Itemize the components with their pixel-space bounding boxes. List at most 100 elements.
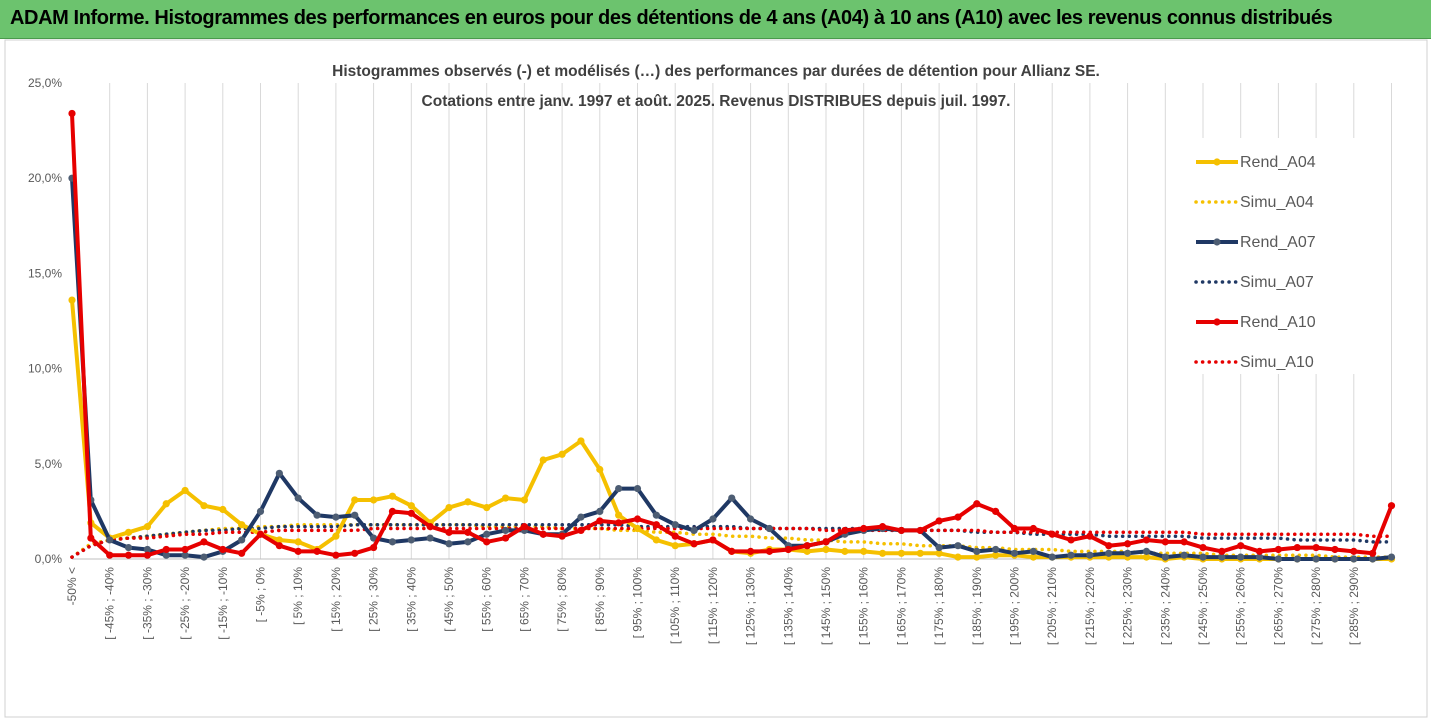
data-point <box>954 553 962 561</box>
data-point <box>332 551 340 559</box>
data-point <box>1331 545 1339 554</box>
x-tick-label: [ -45% ; -40% <box>103 567 117 640</box>
x-tick-label: [ 115% ; 120% <box>706 567 720 644</box>
data-point <box>671 532 679 540</box>
chart-title-line1: Histogrammes observés (-) et modélisés (… <box>332 63 1100 80</box>
data-point <box>577 526 585 535</box>
data-point <box>1293 543 1301 552</box>
data-point <box>841 526 849 535</box>
data-point <box>1274 545 1282 554</box>
legend-item: Simu_A10 <box>1194 354 1314 371</box>
x-tick-label: [ 55% ; 60% <box>480 567 494 632</box>
data-point <box>1142 536 1151 544</box>
data-point <box>200 553 208 561</box>
data-point <box>1350 555 1358 563</box>
data-point <box>935 543 943 552</box>
x-tick-label: [ 65% ; 70% <box>517 567 531 632</box>
series-line <box>70 526 1394 559</box>
data-point <box>332 532 340 540</box>
data-point <box>181 545 189 554</box>
data-point <box>313 547 321 555</box>
legend-label: Rend_A04 <box>1240 154 1316 171</box>
data-point <box>954 542 962 550</box>
data-point <box>351 496 359 504</box>
report-header-banner: ADAM Informe. Histogrammes des performan… <box>0 0 1431 39</box>
data-point <box>1312 543 1320 552</box>
chart-area: 0,0% 5,0% 10,0% 15,0% 20,0% 25,0% -50% < [ -45%… <box>0 38 1431 719</box>
data-point <box>238 521 246 529</box>
data-point <box>765 524 774 533</box>
data-point <box>747 515 755 523</box>
data-point <box>1237 542 1245 550</box>
data-point <box>822 538 830 546</box>
data-point <box>501 494 510 502</box>
data-point <box>633 524 642 533</box>
data-point <box>219 545 227 554</box>
data-point <box>878 523 887 531</box>
data-point <box>973 547 981 555</box>
performance-histogram-chart: 0,0% 5,0% 10,0% 15,0% 20,0% 25,0% -50% < [ -45%… <box>4 39 1428 718</box>
legend-marker <box>1213 158 1221 166</box>
chart-title-line2: Cotations entre janv. 1997 et août. 2025… <box>422 93 1011 110</box>
data-point <box>973 553 981 561</box>
data-point <box>747 547 755 555</box>
x-tick-label: [ 145% ; 150% <box>819 567 833 645</box>
data-point <box>784 545 792 554</box>
x-tick-label: [ 125% ; 130% <box>744 567 758 645</box>
data-point <box>860 524 868 533</box>
x-tick-label: [ 85% ; 90% <box>593 567 607 632</box>
data-point <box>1387 502 1396 510</box>
data-point <box>445 528 453 536</box>
legend-label: Simu_A07 <box>1240 274 1314 291</box>
x-tick-label: [ 95% ; 100% <box>631 567 645 639</box>
data-point <box>558 532 566 540</box>
data-point <box>106 536 114 544</box>
x-tick-label: [ 15% ; 20% <box>329 567 343 632</box>
data-point <box>1350 547 1358 555</box>
y-tick-label: 15,0% <box>28 266 62 280</box>
data-point <box>973 500 981 508</box>
y-tick-label: 0,0% <box>35 552 63 566</box>
data-point <box>916 549 924 557</box>
series-rend-a07 <box>68 174 1396 563</box>
data-point <box>954 513 962 521</box>
legend-label: Rend_A07 <box>1240 234 1316 251</box>
data-point <box>162 545 170 554</box>
data-point <box>181 551 189 559</box>
x-tick-label: [ 135% ; 140% <box>781 567 795 645</box>
data-point <box>1067 551 1075 559</box>
data-point <box>728 494 736 502</box>
data-point <box>294 494 302 502</box>
x-tick-label: [ 75% ; 80% <box>555 567 569 632</box>
x-tick-label: [ 225% ; 230% <box>1121 567 1135 645</box>
data-point <box>1086 551 1094 559</box>
data-point <box>1237 553 1245 561</box>
data-point <box>577 513 585 521</box>
data-point <box>200 502 208 510</box>
data-point <box>1029 553 1037 561</box>
data-point <box>501 526 510 535</box>
data-point <box>501 534 510 542</box>
data-point <box>539 456 547 464</box>
data-point <box>1124 540 1132 548</box>
data-point <box>1369 549 1377 557</box>
data-point <box>445 503 453 512</box>
data-point <box>1067 536 1075 544</box>
data-point <box>1086 532 1094 540</box>
data-point <box>332 513 340 521</box>
data-point <box>1180 538 1188 546</box>
data-point <box>162 551 170 559</box>
data-point <box>294 547 302 555</box>
data-point <box>878 549 887 557</box>
x-tick-label: [ 165% ; 170% <box>894 567 908 645</box>
data-point <box>426 523 434 531</box>
data-point <box>275 542 283 550</box>
data-point <box>68 109 76 118</box>
legend-label: Simu_A10 <box>1240 354 1314 371</box>
data-point <box>860 547 868 555</box>
data-point <box>124 551 133 559</box>
data-point <box>1274 555 1282 563</box>
data-point <box>633 515 642 523</box>
legend-item: Simu_A07 <box>1194 274 1314 291</box>
x-tick-label: [ 205% ; 210% <box>1045 567 1059 645</box>
